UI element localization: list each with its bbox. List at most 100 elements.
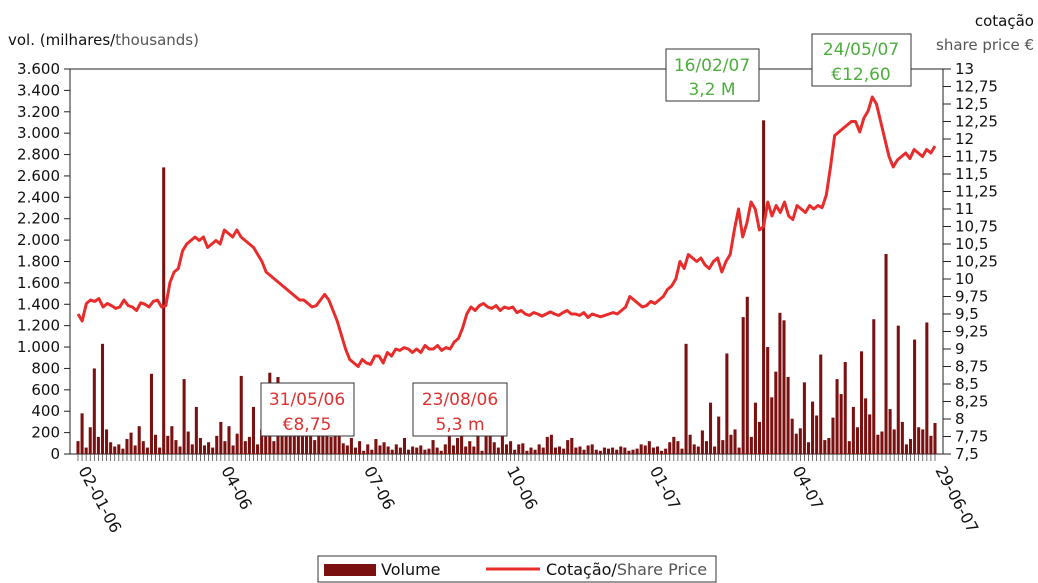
volume-bar <box>394 444 398 455</box>
volume-bar <box>786 377 790 454</box>
volume-bar <box>386 446 390 454</box>
volume-bar <box>925 322 929 454</box>
volume-bar <box>456 437 460 454</box>
right-axis-ticks: 1312,7512,512,251211,7511,511,251110,751… <box>943 60 998 463</box>
volume-bar <box>774 371 778 454</box>
volume-bar <box>908 439 913 454</box>
volume-bar <box>713 446 717 454</box>
left-tick-label: 0 <box>50 445 60 463</box>
volume-bar <box>872 319 876 454</box>
volume-bar <box>256 444 260 455</box>
volume-bar <box>504 444 509 455</box>
right-tick-label: 11 <box>955 200 974 218</box>
volume-bar <box>296 431 300 454</box>
volume-bar <box>141 441 145 454</box>
left-tick-label: 2.000 <box>17 231 60 249</box>
left-tick-label: 3.600 <box>17 60 60 78</box>
right-tick-label: 11,25 <box>955 183 998 201</box>
volume-bar <box>370 449 374 454</box>
volume-bar <box>606 448 611 454</box>
volume-bar <box>847 441 851 454</box>
volume-bar <box>264 420 268 454</box>
left-axis-ticks: 3.600 3.400 3.200 3.000 2.800 2.600 2.400 2.200… <box>17 60 70 463</box>
volume-bar <box>431 440 435 454</box>
volume-bar <box>129 432 133 454</box>
left-tick-label: 1.000 <box>17 338 60 356</box>
annotation-31-05-06: 31/05/06 €8,75 <box>260 382 355 437</box>
volume-bar <box>855 427 859 454</box>
volume-bar <box>933 422 937 454</box>
volume-bar <box>880 431 884 454</box>
volume-bar <box>88 427 92 454</box>
volume-bar <box>251 406 256 454</box>
volume-bar <box>513 449 517 454</box>
volume-bar <box>243 441 247 454</box>
volume-bar <box>627 450 631 454</box>
volume-bar <box>317 427 321 454</box>
right-tick-label: 7,5 <box>955 445 979 463</box>
volume-bar <box>737 447 741 454</box>
volume-bar <box>190 444 194 455</box>
volume-bar <box>798 428 802 454</box>
volume-bar <box>435 447 439 454</box>
volume-bar <box>533 449 537 454</box>
volume-bar <box>692 444 696 455</box>
legend-volume-swatch <box>324 564 376 576</box>
volume-bar <box>427 448 431 454</box>
volume-bar <box>162 167 166 454</box>
volume-bar <box>749 436 753 454</box>
volume-bar <box>725 353 729 454</box>
volume-bar <box>806 442 811 454</box>
volume-bar <box>529 447 533 454</box>
volume-bar <box>76 441 80 454</box>
volume-bar <box>778 312 782 454</box>
volume-bar <box>770 397 774 454</box>
annotation-line2: €8,75 <box>283 415 332 435</box>
volume-bar <box>137 426 141 454</box>
volume-bar <box>415 447 419 454</box>
volume-bar <box>660 450 664 454</box>
volume-bar <box>464 446 468 454</box>
volume-bar <box>337 420 341 454</box>
annotation-23-08-06: 23/08/06 5,3 m <box>412 382 508 437</box>
left-tick-label: 1.800 <box>17 253 60 271</box>
volume-bar <box>105 429 109 454</box>
right-axis-label-en: share price € <box>936 36 1034 54</box>
volume-bar <box>904 444 908 455</box>
volume-bar <box>366 444 370 455</box>
right-tick-label: 11,75 <box>955 148 998 166</box>
volume-bar <box>655 446 660 454</box>
annotation-box <box>665 48 760 102</box>
volume-bar <box>194 406 198 454</box>
legend-volume-label: Volume <box>381 560 441 579</box>
annotation-24-05-07: 24/05/07 €12,60 <box>811 33 912 87</box>
legend-price-label-en: Share Price <box>617 560 707 579</box>
volume-bar <box>500 429 504 454</box>
right-tick-label: 10 <box>955 270 974 288</box>
volume-bar <box>929 435 933 454</box>
x-tick-label: 04-07 <box>789 463 828 513</box>
volume-bar <box>598 450 602 454</box>
volume-bar <box>590 444 594 455</box>
right-tick-label: 9,25 <box>955 323 988 341</box>
volume-bar <box>398 447 402 454</box>
annotation-16-02-07: 16/02/07 3,2 M <box>665 48 760 102</box>
volume-bar <box>819 354 823 454</box>
volume-bar <box>635 448 639 454</box>
left-tick-label: 1.400 <box>17 295 60 313</box>
x-axis-minor-ticks <box>77 454 936 461</box>
volume-bar <box>696 446 700 454</box>
volume-bar <box>823 440 827 454</box>
volume-bar <box>158 447 162 454</box>
volume-bar <box>831 417 835 454</box>
volume-bar <box>174 440 178 454</box>
volume-bar <box>247 436 251 454</box>
volume-bar <box>321 434 325 454</box>
left-tick-label: 1.600 <box>17 274 60 292</box>
right-tick-label: 9,5 <box>955 305 979 323</box>
volume-bar <box>121 448 125 454</box>
volume-bar <box>684 343 688 454</box>
volume-bar <box>582 449 586 454</box>
volume-bar <box>125 439 129 454</box>
volume-bar <box>215 435 219 454</box>
